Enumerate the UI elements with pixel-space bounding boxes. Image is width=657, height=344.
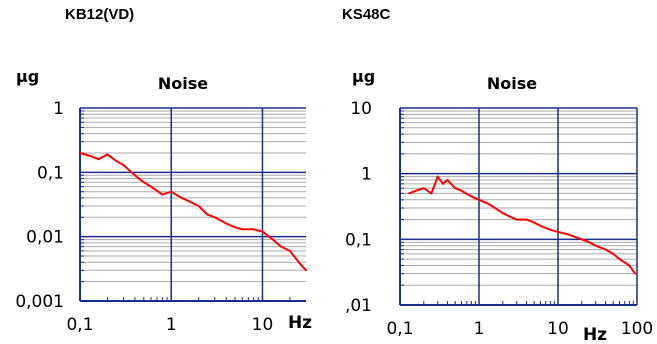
chart2-y-tick-label: ,01 xyxy=(345,296,372,316)
chart1-data-point xyxy=(225,222,228,225)
chart2-data-point xyxy=(628,264,631,267)
chart1-x-tick-label: 1 xyxy=(166,315,177,335)
chart2-data-point xyxy=(415,189,418,192)
chart2-data-point xyxy=(470,195,473,198)
chart1-data-point xyxy=(180,197,183,199)
chart1-x-axis-unit-label: Hz xyxy=(288,313,312,333)
chart2-data-point xyxy=(573,235,576,238)
chart1-data-point xyxy=(213,216,216,219)
chart1-data-point xyxy=(97,158,100,161)
chart2-data-point xyxy=(533,221,536,224)
chart2-data-point xyxy=(460,189,463,192)
chart1-data-point xyxy=(106,153,109,156)
chart1-data-point xyxy=(142,181,145,184)
chart2-data-point xyxy=(422,187,425,190)
chart2-data-point xyxy=(509,215,512,218)
chart2-data-point xyxy=(478,198,480,201)
chart1-data-point xyxy=(150,185,152,188)
chart2-data-point xyxy=(566,233,568,236)
chart1-data-point xyxy=(89,155,92,157)
chart1-data-point xyxy=(115,160,118,162)
chart1-data-point xyxy=(170,190,173,193)
chart2-data-point xyxy=(454,187,457,190)
chart2-y-axis-unit-label: µg xyxy=(352,67,375,86)
chart2-data-point xyxy=(494,207,497,209)
chart1-data-point xyxy=(197,205,200,207)
chart1-data-point xyxy=(234,226,236,229)
chart1-x-tick-label: 0,1 xyxy=(66,315,93,335)
chart2-data-point xyxy=(487,202,489,205)
chart2-x-tick-label: 1 xyxy=(474,319,485,339)
chart1-y-tick-label: 0,1 xyxy=(37,163,64,183)
chart1-y-tick-label: 0,001 xyxy=(15,292,64,312)
chart2-data-point xyxy=(618,258,621,261)
chart1-data-point xyxy=(188,200,191,203)
chart1-data-point xyxy=(297,261,300,264)
chart1-x-tick-label: 10 xyxy=(252,315,274,335)
chart2-data-point xyxy=(539,225,542,227)
chart1-chart-title: Noise xyxy=(158,74,208,93)
chart2-x-tick-label: 100 xyxy=(621,319,653,339)
chart1-data-point xyxy=(161,193,164,196)
chart2-data-point xyxy=(594,244,597,247)
chart2-data-point xyxy=(604,248,607,251)
chart2-data-point xyxy=(408,192,410,195)
chart1-y-axis-unit-label: µg xyxy=(16,67,39,86)
chart2-y-tick-label: 1 xyxy=(361,165,372,185)
chart2-data-point xyxy=(612,253,615,255)
chart2-data-point xyxy=(557,230,559,233)
chart1-data-point xyxy=(261,230,264,233)
chart1-noise-series-line xyxy=(79,152,307,271)
chart2-data-point xyxy=(430,192,433,195)
chart1-data-point xyxy=(271,238,274,241)
chart1-data-point xyxy=(289,250,291,252)
chart2-y-tick-label: 0,1 xyxy=(345,230,372,250)
chart1-plot-area xyxy=(80,108,306,301)
chart2-data-point xyxy=(436,175,439,178)
chart2-data-point xyxy=(525,218,528,221)
chart2-data-point xyxy=(446,179,449,181)
chart2-data-point xyxy=(515,218,518,221)
chart1-y-tick-label: 1 xyxy=(53,99,64,119)
chart2-plot-area xyxy=(400,108,637,305)
chart2-data-point xyxy=(549,228,552,231)
chart1-data-point xyxy=(280,245,282,248)
chart2-y-tick-label: 10 xyxy=(350,99,372,119)
chart1-data-point xyxy=(122,164,125,166)
chart1-data-point xyxy=(134,174,136,177)
chart1-data-point xyxy=(252,228,255,231)
chart1-data-point xyxy=(241,228,244,231)
chart2-data-point xyxy=(634,272,637,275)
chart1-data-point xyxy=(79,152,81,154)
chart2-x-tick-label: 10 xyxy=(547,319,569,339)
chart2-data-point xyxy=(442,182,444,185)
chart2-x-axis-unit-label: Hz xyxy=(583,325,607,344)
panel-1-model-label: KB12(VD) xyxy=(65,6,135,23)
chart1-y-tick-label: 0,01 xyxy=(26,228,64,248)
chart2-data-point xyxy=(580,238,583,241)
chart1-data-point xyxy=(305,269,307,272)
chart2-x-tick-label: 0,1 xyxy=(386,319,413,339)
panel-2-model-label: KS48C xyxy=(342,6,391,23)
chart2-data-point xyxy=(588,241,591,244)
chart1-data-point xyxy=(206,213,209,216)
chart2-data-point xyxy=(501,212,504,215)
chart2-chart-title: Noise xyxy=(487,74,537,93)
